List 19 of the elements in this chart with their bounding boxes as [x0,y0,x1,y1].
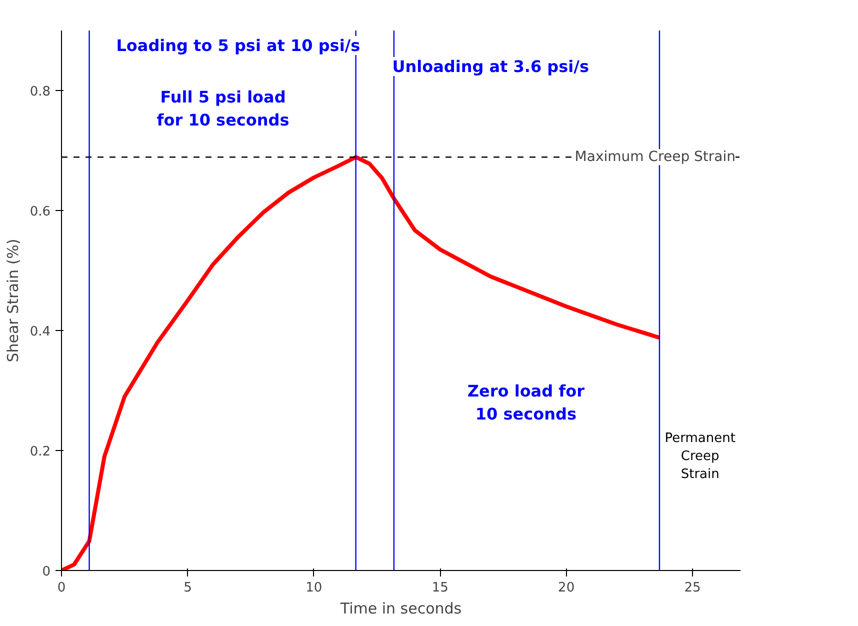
annotation: Permanent Creep Strain [664,431,736,482]
x-tick-label: 5 [184,580,192,596]
annotation: Full 5 psi load for 10 seconds [156,88,290,130]
y-tick-label: 0.2 [30,444,51,460]
x-tick-label: 0 [57,580,66,596]
x-axis-title: Time in seconds [339,600,462,618]
y-tick-label: 0.8 [30,84,51,100]
x-tick-label: 20 [558,580,575,596]
annotation: Zero load for 10 seconds [467,382,585,424]
x-tick-label: 10 [306,580,322,596]
annotation: Loading to 5 psi at 10 psi/s [116,36,360,55]
x-tick-label: 25 [684,580,701,596]
y-tick-label: 0.4 [30,324,51,340]
y-tick-label: 0.6 [30,204,51,220]
y-tick-label: 0 [42,564,51,580]
x-tick-label: 15 [432,580,448,596]
annotation: Unloading at 3.6 psi/s [392,57,589,76]
y-axis-title: Shear Strain (%) [4,238,22,362]
ref-line-label: Maximum Creep Strain [574,149,736,166]
